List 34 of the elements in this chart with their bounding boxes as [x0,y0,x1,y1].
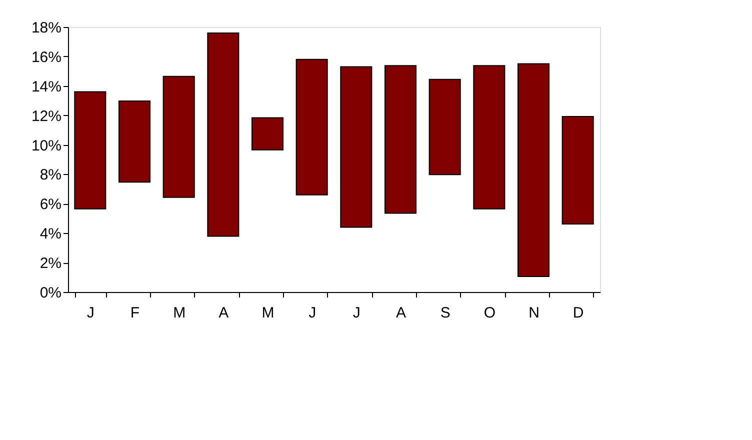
x-tick-label: N [528,304,540,322]
bar [517,63,550,278]
y-tick-label: 0% [40,284,62,302]
bar [118,100,151,183]
x-tick-label: J [352,304,360,322]
bar [562,116,594,224]
bar [74,91,106,210]
y-tick-label: 4% [40,226,62,243]
x-tick-label: A [218,304,229,322]
y-tick-label: 14% [31,78,62,96]
x-tick-label: O [484,304,496,322]
bar [384,65,417,214]
y-tick-label: 18% [31,20,62,36]
bar [428,78,461,176]
bar [207,32,240,237]
y-tick-label: 10% [31,137,62,154]
y-tick-label: 2% [40,255,62,272]
bar [340,66,372,228]
y-tick-label: 6% [40,196,62,214]
x-tick-label: J [308,304,316,322]
x-tick-label: J [86,304,94,322]
x-tick-label: S [440,304,450,322]
x-tick-label: M [173,304,186,322]
bar [162,76,195,198]
x-tick-label: M [262,304,274,322]
bar [296,58,328,196]
x-tick-label: D [572,304,584,322]
y-tick-label: 16% [31,48,62,66]
y-tick-label: 12% [31,108,62,125]
bar [251,117,284,150]
bar [473,65,506,210]
x-tick-label: F [130,304,140,322]
x-tick-label: A [396,304,406,322]
y-tick-label: 8% [40,166,62,184]
